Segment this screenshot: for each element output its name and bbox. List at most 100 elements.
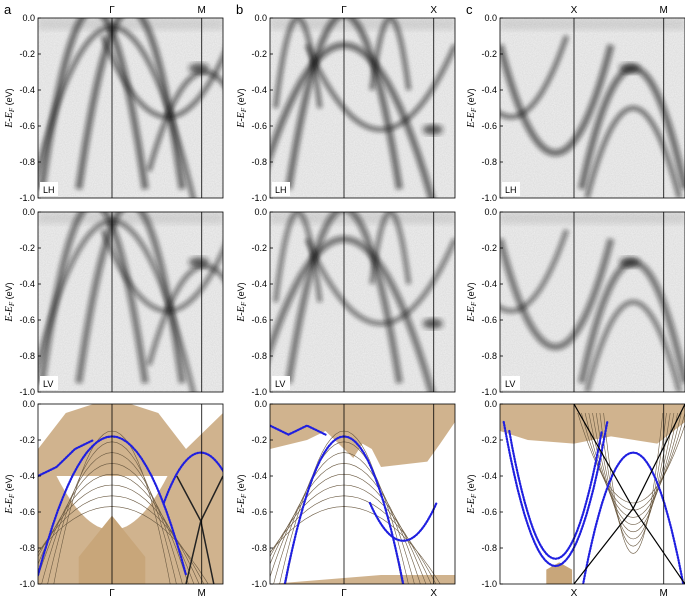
y-tick-label: -0.8 (19, 351, 35, 361)
y-axis-label: E-EF (eV) (4, 474, 16, 514)
y-tick-label: -1.0 (481, 579, 497, 589)
panel-c-2: 0.0 -0.2 -0.4 -0.6 -0.8 -1.0 E-EF (eV) LV (466, 207, 685, 397)
polarization-tag-bg (40, 182, 58, 196)
panel-frame (269, 403, 456, 585)
y-tick-label: -1.0 (19, 193, 35, 203)
y-tick-label: 0.0 (254, 13, 267, 23)
panel-b-1: 0.0 -0.2 -0.4 -0.6 -0.8 -1.0 E-EF (eV) LH (236, 13, 456, 203)
y-tick-label: -0.8 (251, 351, 267, 361)
y-tick-label: -1.0 (481, 387, 497, 397)
panel-b-3: 0.0 -0.2 -0.4 -0.6 -0.8 -1.0 E-EF (eV) (236, 399, 456, 589)
y-tick-label: -0.8 (251, 543, 267, 553)
y-tick-label: -0.6 (19, 315, 35, 325)
y-tick-label: -1.0 (251, 387, 267, 397)
panel-frame (499, 403, 685, 585)
y-tick-label: -0.2 (19, 435, 35, 445)
polarization-tag-bg (272, 376, 290, 390)
y-tick-label: -0.8 (481, 157, 497, 167)
bottom-kpoint-label: Γ (341, 588, 347, 599)
y-tick-label: -0.8 (481, 543, 497, 553)
panel-b-2: 0.0 -0.2 -0.4 -0.6 -0.8 -1.0 E-EF (eV) LV (236, 207, 456, 397)
top-kpoint-label: M (198, 5, 206, 16)
y-tick-label: -0.6 (481, 121, 497, 131)
y-axis-label: E-EF (eV) (466, 282, 478, 322)
y-tick-label: -0.6 (19, 507, 35, 517)
top-kpoint-label: Γ (109, 5, 115, 16)
panel-frame (499, 211, 685, 393)
y-axis-label: E-EF (eV) (466, 88, 478, 128)
panel-frame (499, 17, 685, 199)
panel-frame (269, 17, 456, 199)
y-tick-label: 0.0 (484, 207, 497, 217)
y-tick-label: -1.0 (19, 387, 35, 397)
y-axis-label: E-EF (eV) (236, 474, 248, 514)
y-tick-label: -0.4 (251, 471, 267, 481)
panel-a-2: 0.0 -0.2 -0.4 -0.6 -0.8 -1.0 E-EF (eV) LV (4, 207, 224, 397)
y-axis-label: E-EF (eV) (4, 282, 16, 322)
y-tick-label: -0.8 (251, 157, 267, 167)
y-tick-label: 0.0 (484, 399, 497, 409)
y-tick-label: -0.4 (251, 279, 267, 289)
y-tick-label: -0.4 (19, 279, 35, 289)
y-tick-label: -0.4 (481, 85, 497, 95)
top-kpoint-label: Γ (341, 5, 347, 16)
y-tick-label: -0.4 (481, 279, 497, 289)
y-tick-label: -1.0 (481, 193, 497, 203)
polarization-tag-bg (502, 182, 520, 196)
y-tick-label: -0.2 (19, 243, 35, 253)
panel-letter: b (236, 2, 243, 17)
y-tick-label: -0.2 (481, 243, 497, 253)
bottom-kpoint-label: M (198, 588, 206, 599)
top-kpoint-label: X (571, 5, 578, 16)
y-tick-label: -0.6 (481, 507, 497, 517)
y-tick-label: -1.0 (251, 193, 267, 203)
y-axis-label: E-EF (eV) (236, 282, 248, 322)
bottom-kpoint-label: M (660, 588, 668, 599)
polarization-label: LV (43, 379, 53, 389)
y-tick-label: -0.4 (251, 85, 267, 95)
y-tick-label: -0.2 (481, 435, 497, 445)
y-tick-label: -0.8 (19, 157, 35, 167)
panel-a-1: 0.0 -0.2 -0.4 -0.6 -0.8 -1.0 E-EF (eV) LH (4, 13, 224, 203)
y-tick-label: -0.6 (251, 315, 267, 325)
panel-c-3: 0.0 -0.2 -0.4 -0.6 -0.8 -1.0 E-EF (eV) (466, 399, 685, 589)
y-tick-label: -0.6 (251, 507, 267, 517)
panel-c-1: 0.0 -0.2 -0.4 -0.6 -0.8 -1.0 E-EF (eV) LH (466, 13, 685, 203)
panel-a-3: 0.0 -0.2 -0.4 -0.6 -0.8 -1.0 E-EF (eV) (4, 399, 224, 589)
y-axis-label: E-EF (eV) (236, 88, 248, 128)
y-tick-label: 0.0 (22, 207, 35, 217)
y-tick-label: -1.0 (251, 579, 267, 589)
y-tick-label: -0.8 (481, 351, 497, 361)
bottom-kpoint-label: X (430, 588, 437, 599)
panel-letter: a (4, 2, 12, 17)
y-tick-label: -0.8 (19, 543, 35, 553)
bottom-kpoint-label: X (571, 588, 578, 599)
polarization-label: LV (275, 379, 285, 389)
panel-frame (37, 211, 224, 393)
y-tick-label: 0.0 (22, 13, 35, 23)
y-tick-label: -0.2 (251, 435, 267, 445)
top-kpoint-label: X (430, 5, 437, 16)
panel-letter: c (466, 2, 473, 17)
polarization-tag-bg (272, 182, 290, 196)
polarization-label: LV (505, 379, 515, 389)
y-tick-label: -0.6 (19, 121, 35, 131)
y-tick-label: -0.2 (251, 49, 267, 59)
y-axis-label: E-EF (eV) (466, 474, 478, 514)
polarization-label: LH (505, 185, 517, 195)
y-tick-label: 0.0 (484, 13, 497, 23)
polarization-tag-bg (40, 376, 58, 390)
y-tick-label: -0.2 (481, 49, 497, 59)
y-axis-label: E-EF (eV) (4, 88, 16, 128)
y-tick-label: -0.4 (19, 471, 35, 481)
y-tick-label: 0.0 (22, 399, 35, 409)
polarization-label: LH (275, 185, 287, 195)
polarization-tag-bg (502, 376, 520, 390)
y-tick-label: -0.6 (251, 121, 267, 131)
bottom-kpoint-label: Γ (109, 588, 115, 599)
panel-frame (37, 17, 224, 199)
y-tick-label: -0.4 (481, 471, 497, 481)
y-tick-label: 0.0 (254, 399, 267, 409)
panel-frame (269, 211, 456, 393)
